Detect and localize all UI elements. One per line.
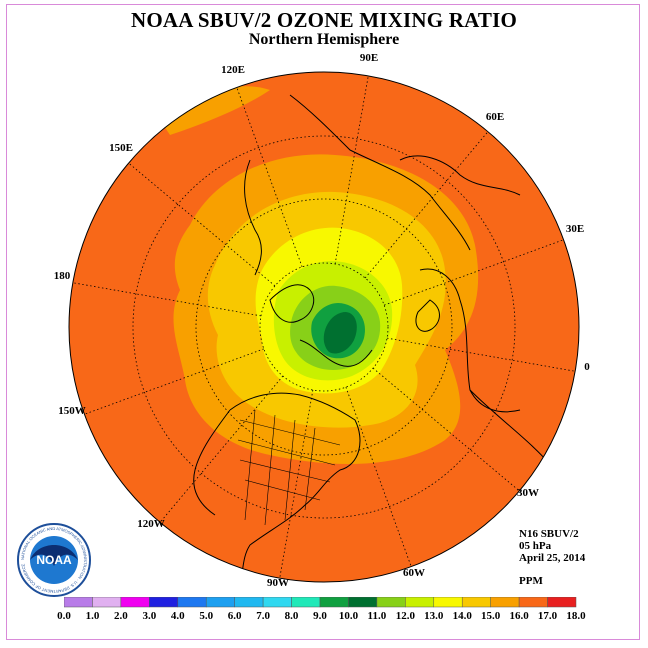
legend-color-box xyxy=(177,597,207,608)
legend-color-box xyxy=(262,597,292,608)
state-boundaries xyxy=(237,409,341,526)
figure-frame xyxy=(6,4,640,640)
ozone-field xyxy=(69,72,579,582)
logo-text: NOAA xyxy=(36,553,72,567)
north-america-west-coast xyxy=(193,409,231,516)
lon-label-90e: 90E xyxy=(360,52,378,64)
lon-label-150w: 150W xyxy=(58,405,86,417)
lon-label-30w: 30W xyxy=(517,487,539,499)
legend-color-box xyxy=(461,597,491,608)
info-instrument: N16 SBUV/2 xyxy=(519,528,579,540)
legend-color-box xyxy=(234,597,264,608)
legend-tick-label: 15.0 xyxy=(481,610,501,622)
legend-color-box xyxy=(376,597,406,608)
legend-tick-label: 16.0 xyxy=(509,610,529,622)
contour-8-9-core xyxy=(323,312,357,354)
logo-bird-icon xyxy=(30,545,78,566)
legend-tick-label: 8.0 xyxy=(284,610,299,622)
legend-tick-label: 6.0 xyxy=(227,610,242,622)
legend-color-box xyxy=(319,597,349,608)
lon-label-60e: 60E xyxy=(486,111,504,123)
legend-tick-label: 1.0 xyxy=(85,610,100,622)
lon-label-30e: 30E xyxy=(566,223,584,235)
legend-tick-label: 7.0 xyxy=(256,610,270,622)
legend-tick-label: 12.0 xyxy=(395,610,415,622)
legend-color-box xyxy=(291,597,321,608)
legend-tick-label: 11.0 xyxy=(367,610,387,622)
lon-label-120w: 120W xyxy=(137,518,165,530)
legend-color-box xyxy=(405,597,435,608)
lon-label-0: 0 xyxy=(584,361,590,373)
asia-coast xyxy=(289,94,471,251)
map-title: NOAA SBUV/2 OZONE MIXING RATIO xyxy=(131,8,517,32)
legend-tick-label: 13.0 xyxy=(424,610,444,622)
north-america-coast xyxy=(229,392,361,582)
lon-label-180: 180 xyxy=(54,270,71,282)
legend-color-box xyxy=(120,597,150,608)
legend-color-box xyxy=(433,597,463,608)
legend-tick-label: 10.0 xyxy=(338,610,359,622)
lon-label-60w: 60W xyxy=(403,567,425,579)
noaa-logo: NOAA NATIONAL OCEANIC AND ATMOSPHERIC AD… xyxy=(17,523,91,597)
legend-color-box xyxy=(547,597,577,608)
legend-color-box xyxy=(490,597,520,608)
arctic-islands xyxy=(269,284,315,323)
legend-tick-label: 17.0 xyxy=(537,610,558,622)
map-border xyxy=(68,71,580,583)
legend-tick-label: 18.0 xyxy=(566,610,586,622)
map-subtitle: Northern Hemisphere xyxy=(248,31,400,48)
legend-tick-label: 5.0 xyxy=(199,610,214,622)
lon-label-150e: 150E xyxy=(109,142,133,154)
longitude-labels: 90E 60E 30E 0 30W 60W 90W 120W 150W 180 … xyxy=(54,52,591,589)
legend-tick-label: 2.0 xyxy=(114,610,128,622)
legend-tick-label: 3.0 xyxy=(142,610,157,622)
info-level: 05 hPa xyxy=(519,540,552,552)
legend-tick-label: 14.0 xyxy=(452,610,472,622)
scandinavia-coast xyxy=(415,299,440,332)
legend-tick-label: 4.0 xyxy=(170,610,185,622)
greenland-coast xyxy=(299,339,373,367)
legend-color-box xyxy=(149,597,179,608)
legend-color-box xyxy=(518,597,548,608)
legend-tick-label: 0.0 xyxy=(57,610,71,622)
legend-color-box xyxy=(92,597,122,608)
info-units: PPM xyxy=(519,575,543,587)
legend-tick-label: 9.0 xyxy=(313,610,327,622)
lon-label-90w: 90W xyxy=(267,577,289,589)
latitude-circles xyxy=(132,135,516,519)
color-legend xyxy=(64,597,577,608)
info-date: April 25, 2014 xyxy=(519,552,586,564)
siberia-coast xyxy=(399,155,521,196)
legend-color-box xyxy=(205,597,235,608)
contour-14-15-edge-north xyxy=(160,86,270,135)
legend-color-box xyxy=(64,597,93,608)
legend-color-box xyxy=(348,597,378,608)
kamchatka-coast xyxy=(244,159,262,276)
lon-label-120e: 120E xyxy=(221,64,245,76)
